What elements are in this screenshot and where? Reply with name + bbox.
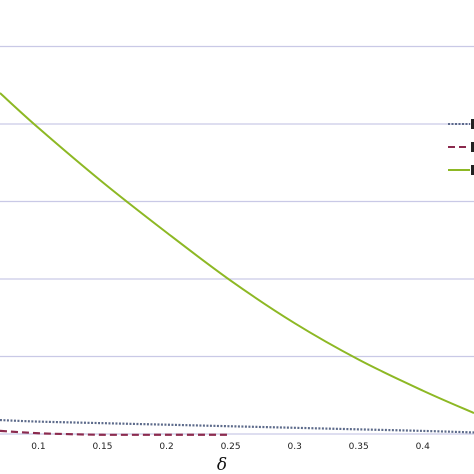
- series-line-dashed: [0, 429, 231, 436]
- legend-label-cropped: [471, 165, 474, 175]
- x-tick-label: 0.15: [92, 442, 112, 452]
- x-tick-label: 0.4: [416, 442, 431, 452]
- legend-label-cropped: [471, 119, 474, 129]
- series-line-dotted: [0, 418, 474, 434]
- series-lines: [0, 92, 474, 436]
- gridlines: [0, 45, 474, 435]
- legend: [448, 119, 474, 175]
- legend-label-cropped: [471, 142, 474, 152]
- x-axis-ticks: 0.1 0.15 0.2 0.25 0.3 0.35 0.4: [31, 442, 430, 452]
- x-tick-label: 0.3: [287, 442, 301, 452]
- x-tick-label: 0.35: [349, 442, 369, 452]
- x-tick-label: 0.25: [221, 442, 241, 452]
- x-axis-label: δ: [217, 455, 227, 474]
- series-line-solid: [0, 92, 474, 414]
- x-tick-label: 0.1: [31, 442, 45, 452]
- x-tick-label: 0.2: [159, 442, 173, 452]
